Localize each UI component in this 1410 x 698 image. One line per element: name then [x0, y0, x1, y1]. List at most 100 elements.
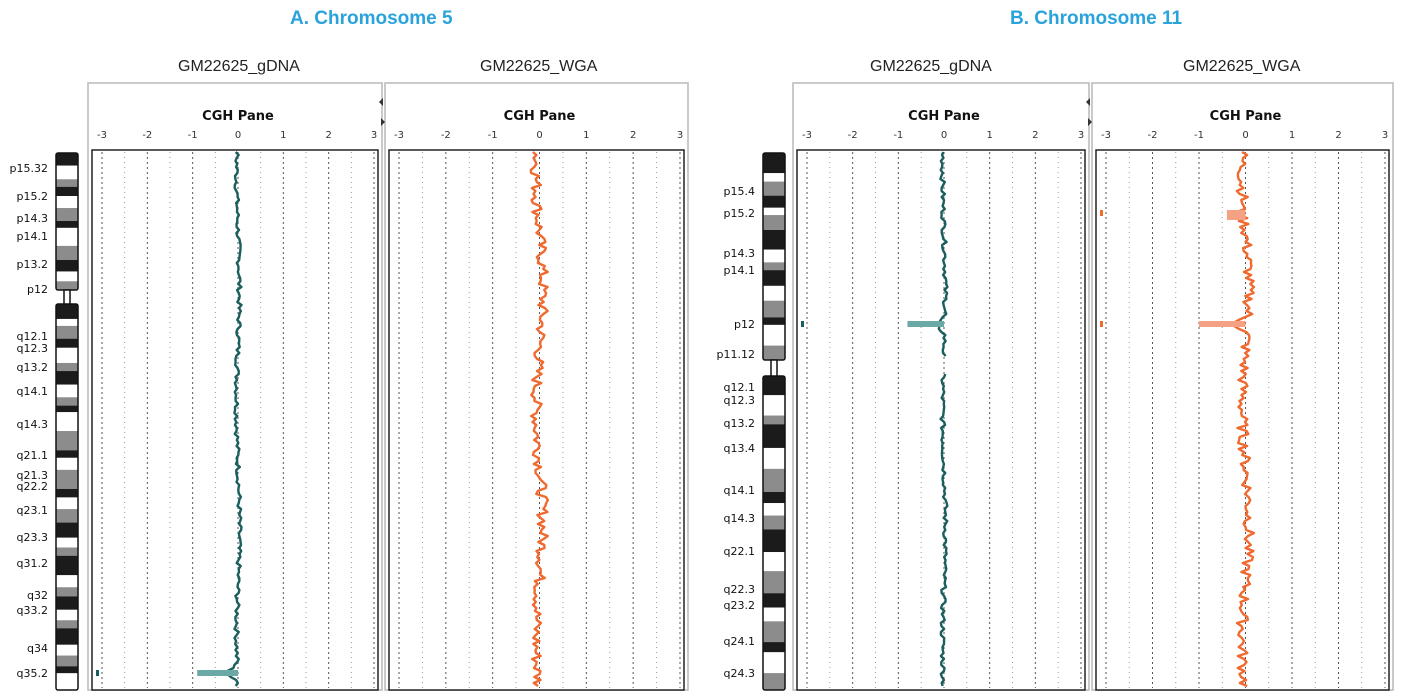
tick-label: 2 [1335, 130, 1341, 141]
band-label: q12.1 [724, 381, 755, 394]
band-label: q24.1 [724, 635, 755, 648]
tick-label: 1 [583, 130, 589, 141]
band-label: q32 [27, 589, 48, 602]
pane-gdna: CGH Pane -3 -2 -1 0 1 2 3 [792, 82, 1090, 691]
tick-label: -2 [142, 130, 152, 141]
band-label: q23.3 [17, 531, 48, 544]
expand-arrow-icon [1088, 118, 1092, 126]
centromere [63, 289, 71, 305]
ideogram-band [763, 552, 785, 572]
tick-label: 3 [1078, 130, 1084, 141]
pane-title: CGH Pane [202, 109, 274, 124]
pane-wga: CGH Pane -3 -2 -1 0 1 2 3 [384, 82, 689, 691]
band-label: p13.2 [17, 258, 48, 271]
band-label: q23.2 [724, 599, 755, 612]
ideogram-band [763, 324, 785, 346]
ideogram-band [56, 431, 78, 451]
ideogram-band [56, 281, 78, 290]
ideogram-band [56, 587, 78, 597]
tick-label: 1 [986, 130, 992, 141]
ideogram-band [56, 609, 78, 621]
ideogram-band [763, 491, 785, 504]
tick-label: 3 [371, 130, 377, 141]
ideogram-band [56, 488, 78, 498]
ideogram-band [763, 607, 785, 622]
ideogram-band [56, 318, 78, 326]
band-label: q14.3 [724, 512, 755, 525]
band-label: q24.3 [724, 667, 755, 680]
aberration-segment [197, 670, 238, 676]
tick-label: 0 [235, 130, 241, 141]
band-label: q21.1 [17, 449, 48, 462]
ideogram-band [56, 397, 78, 406]
band-label: q31.2 [17, 557, 48, 570]
ideogram-band [56, 304, 78, 319]
band-label: p14.1 [17, 230, 48, 243]
ideogram-band [763, 652, 785, 674]
tick-label: 2 [630, 130, 636, 141]
pane-title: CGH Pane [908, 109, 980, 124]
band-label: q22.1 [724, 545, 755, 558]
ideogram-band [56, 259, 78, 272]
tick-label: 3 [677, 130, 683, 141]
band-label: q13.2 [17, 361, 48, 374]
aberration-segment [907, 321, 944, 327]
ideogram-band [763, 345, 785, 360]
ideogram-band [56, 165, 78, 180]
ideogram-band [56, 522, 78, 538]
tick-label: -3 [1101, 130, 1111, 141]
ideogram-band [56, 673, 78, 690]
band-label: q34 [27, 642, 48, 655]
band-label: q12.1 [17, 330, 48, 343]
band-label: p15.32 [10, 162, 48, 175]
ideogram-band [56, 450, 78, 458]
ideogram-band [56, 220, 78, 228]
band-label: q35.2 [17, 667, 48, 680]
ideogram-band [56, 457, 78, 470]
tick-label: 3 [1382, 130, 1388, 141]
ideogram-band [763, 424, 785, 448]
band-label: q14.1 [724, 484, 755, 497]
ideogram-band [763, 153, 785, 174]
pane-title: CGH Pane [504, 109, 576, 124]
ideogram-band [56, 208, 78, 221]
ideogram-band [56, 412, 78, 432]
band-label: q33.2 [17, 604, 48, 617]
tick-label: -2 [441, 130, 451, 141]
ideogram-band [763, 249, 785, 263]
collapse-arrow-icon [379, 98, 383, 106]
ideogram-band [56, 555, 78, 576]
ideogram-band [56, 153, 78, 166]
ideogram-band [56, 620, 78, 629]
ideogram-band [763, 207, 785, 216]
band-label: p15.2 [724, 207, 755, 220]
aberration-marker [96, 670, 99, 676]
band-label: p14.1 [724, 264, 755, 277]
ideogram-band [763, 181, 785, 196]
band-label: p14.3 [724, 247, 755, 260]
ideogram-band [56, 196, 78, 209]
pane-wga: CGH Pane -3 -2 -1 0 1 2 3 [1091, 82, 1394, 691]
ideogram-band [763, 571, 785, 594]
pane-title: CGH Pane [1210, 109, 1282, 124]
ideogram-band [56, 371, 78, 385]
centromere [770, 359, 778, 377]
band-label: p14.3 [17, 212, 48, 225]
band-label: q13.2 [724, 417, 755, 430]
band-label: p11.12 [717, 348, 755, 361]
tick-label: -2 [848, 130, 858, 141]
tick-label: -1 [488, 130, 498, 141]
ideogram-band [56, 628, 78, 645]
ideogram-band [56, 384, 78, 398]
ideogram-band [763, 262, 785, 271]
ideogram-band [56, 509, 78, 523]
ideogram-band [56, 362, 78, 372]
aberration-segment [1226, 210, 1246, 220]
band-label: q22.2 [17, 480, 48, 493]
ideogram-band [763, 621, 785, 643]
band-label: q21.3 [17, 469, 48, 482]
ideogram-band [763, 395, 785, 416]
ideogram-band [763, 642, 785, 653]
